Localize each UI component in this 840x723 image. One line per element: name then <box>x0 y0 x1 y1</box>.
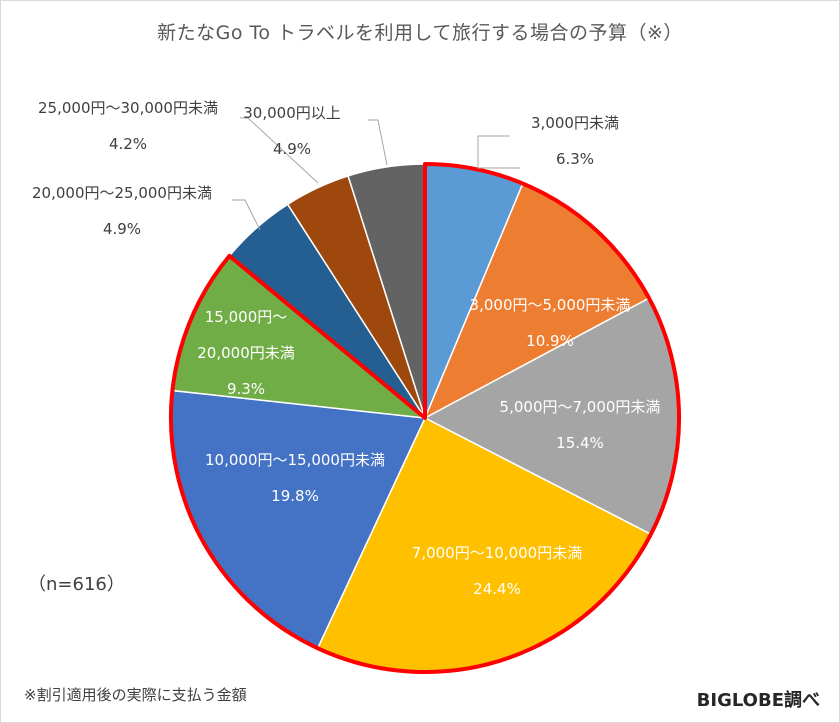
footnote: ※割引適用後の実際に支払う金額 <box>24 686 247 704</box>
source-credit: BIGLOBE調べ <box>696 690 820 711</box>
slice-value-7000yen-to-10000yen-under: 24.4% <box>473 580 521 598</box>
slice-value-10000yen-to-15000yen-under: 19.8% <box>271 487 319 505</box>
leader-line-30000yen-plus <box>368 119 388 166</box>
slice-label-25000yen-to-30000yen-under-0: 25,000円～30,000円未満 <box>38 99 218 117</box>
leader-line-25000yen-to-30000yen-under <box>240 117 319 184</box>
slice-value-20000yen-to-25000yen-under: 4.9% <box>103 220 141 238</box>
slice-label-20000yen-to-25000yen-under-0: 20,000円～25,000円未満 <box>32 184 212 202</box>
slice-value-3000yen-under: 6.3% <box>556 150 594 168</box>
slice-label-3000yen-under-0: 3,000円未満 <box>531 114 619 132</box>
slice-label-7000yen-to-10000yen-under-0: 7,000円～10,000円未満 <box>412 544 582 562</box>
slice-label-3000yen-to-5000yen-under-0: 3,000円～5,000円未満 <box>470 296 631 314</box>
slice-value-15000yen-to-20000yen-under: 9.3% <box>227 380 265 398</box>
slice-label-5000yen-to-7000yen-under-0: 5,000円～7,000円未満 <box>500 398 661 416</box>
highlight-outline <box>169 162 681 674</box>
slice-value-5000yen-to-7000yen-under: 15.4% <box>556 434 604 452</box>
slice-value-30000yen-plus: 4.9% <box>273 140 311 158</box>
slice-label-15000yen-to-20000yen-under-1: 20,000円未満 <box>197 344 295 362</box>
slice-value-3000yen-to-5000yen-under: 10.9% <box>526 332 574 350</box>
slice-value-25000yen-to-30000yen-under: 4.2% <box>109 135 147 153</box>
leader-line-3000yen-under <box>477 135 520 169</box>
slice-label-30000yen-plus-0: 30,000円以上 <box>243 104 341 122</box>
slice-label-10000yen-to-15000yen-under-0: 10,000円～15,000円未満 <box>205 451 385 469</box>
slice-labels: 3,000円未満 6.3% 3,000円～5,000円未満 10.9% 5,000円～7… <box>32 99 660 598</box>
chart-title: 新たなGo To トラベルを利用して旅行する場合の予算（※） <box>157 22 683 44</box>
slice-label-15000yen-to-20000yen-under-0: 15,000円～ <box>205 308 288 326</box>
leader-lines <box>232 117 520 231</box>
leader-line-20000yen-to-25000yen-under <box>232 199 261 231</box>
sample-size: （n=616） <box>28 574 125 595</box>
